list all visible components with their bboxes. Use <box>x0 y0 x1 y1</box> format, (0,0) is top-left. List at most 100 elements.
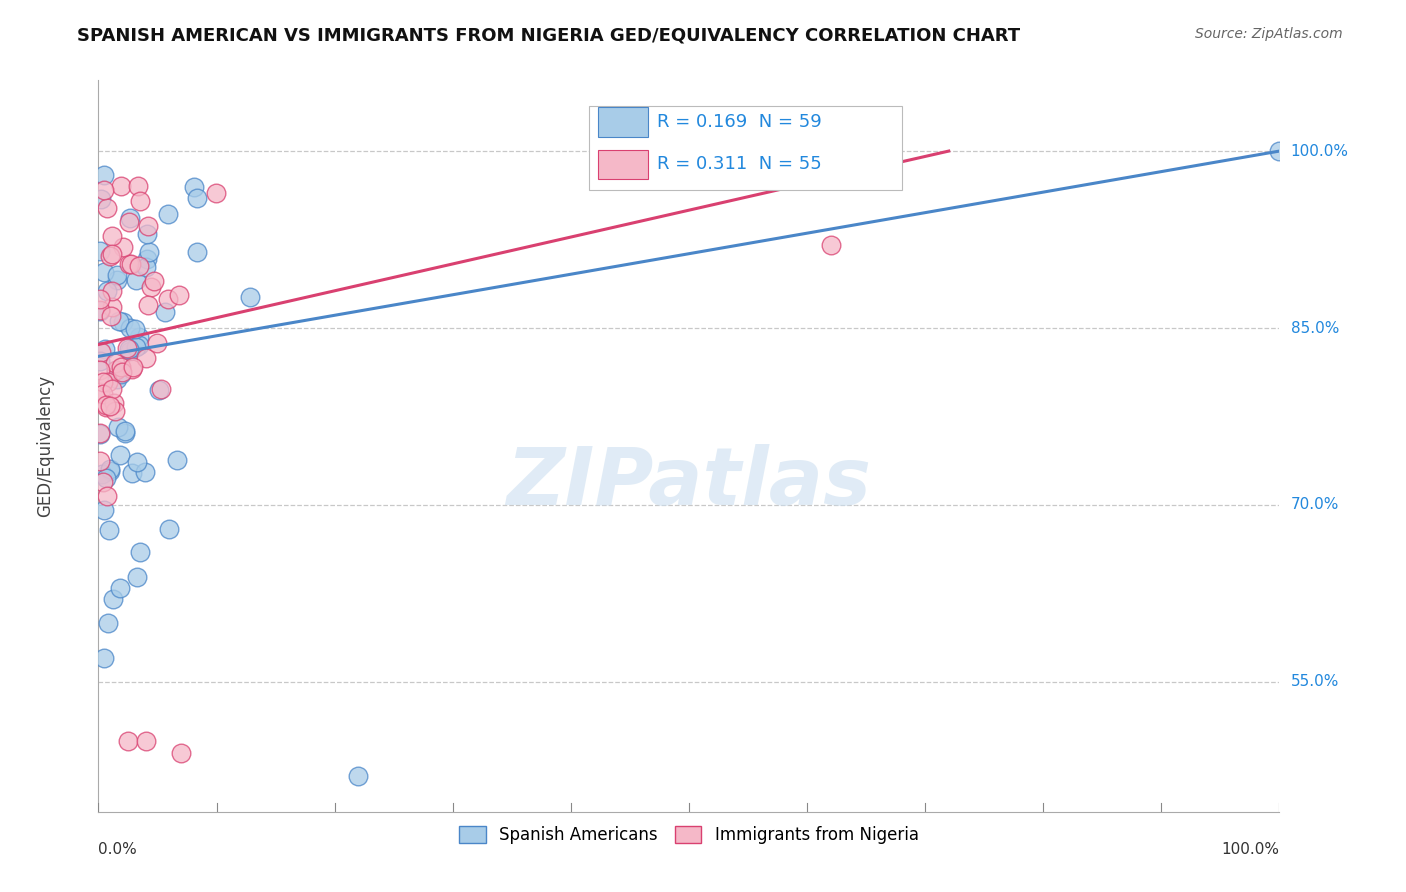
Point <box>111 365 134 379</box>
Point <box>101 284 124 298</box>
Point <box>112 315 135 329</box>
Point <box>105 273 128 287</box>
Point <box>91 375 114 389</box>
Point <box>93 183 115 197</box>
Point <box>105 268 128 282</box>
Text: R = 0.169  N = 59: R = 0.169 N = 59 <box>657 113 821 131</box>
Point <box>104 404 127 418</box>
Point <box>104 356 127 370</box>
Point <box>128 338 150 352</box>
Point <box>96 490 118 504</box>
Point <box>145 335 167 350</box>
Point <box>91 475 114 490</box>
Point <box>170 746 193 760</box>
Point <box>186 244 208 259</box>
FancyBboxPatch shape <box>598 150 648 179</box>
Point <box>118 343 141 358</box>
Point <box>138 219 160 234</box>
Point <box>93 264 115 278</box>
Point <box>136 227 159 241</box>
Point <box>121 467 143 481</box>
Point <box>136 298 159 312</box>
Point <box>125 273 148 287</box>
Point <box>117 341 139 355</box>
Point <box>128 545 150 559</box>
Point <box>103 395 125 409</box>
Text: 100.0%: 100.0% <box>1291 144 1348 159</box>
Point <box>183 179 205 194</box>
Point <box>135 734 157 748</box>
Point <box>96 202 118 216</box>
Point <box>114 426 136 441</box>
Point <box>157 522 180 536</box>
Point <box>98 400 121 414</box>
Point <box>125 570 148 584</box>
Point <box>124 322 146 336</box>
Point <box>166 453 188 467</box>
Point <box>105 372 128 386</box>
Point <box>104 363 127 377</box>
Point <box>135 351 157 365</box>
Point <box>118 257 141 271</box>
Point <box>138 244 160 259</box>
Point <box>135 260 157 275</box>
Point <box>153 305 176 319</box>
Point <box>96 400 118 414</box>
Point <box>114 424 136 438</box>
Point <box>101 300 124 314</box>
Point <box>128 329 150 343</box>
Point <box>117 734 139 748</box>
Point <box>93 503 115 517</box>
Point <box>238 290 260 304</box>
Point <box>110 448 132 462</box>
Point <box>94 343 117 357</box>
Point <box>110 359 132 374</box>
Point <box>93 651 115 665</box>
Point <box>98 462 121 476</box>
Point <box>120 257 142 271</box>
Point <box>89 244 111 258</box>
Point <box>149 382 172 396</box>
Text: 55.0%: 55.0% <box>1291 674 1339 690</box>
Point <box>125 340 148 354</box>
Point <box>89 425 111 440</box>
Point <box>97 523 120 537</box>
Point <box>90 344 112 359</box>
Point <box>118 211 141 225</box>
Point <box>128 194 150 208</box>
Text: 0.0%: 0.0% <box>98 842 138 857</box>
Point <box>101 382 124 396</box>
Point <box>205 186 228 200</box>
Point <box>820 238 842 252</box>
Text: R = 0.311  N = 55: R = 0.311 N = 55 <box>657 155 821 173</box>
Point <box>96 399 118 413</box>
Point <box>143 274 166 288</box>
Point <box>110 367 132 381</box>
Point <box>90 467 112 481</box>
Point <box>1268 144 1291 158</box>
Text: Source: ZipAtlas.com: Source: ZipAtlas.com <box>1195 27 1343 41</box>
Point <box>347 769 370 783</box>
Point <box>156 207 179 221</box>
Point <box>89 363 111 377</box>
Point <box>94 470 117 484</box>
Point <box>97 615 120 630</box>
Point <box>125 455 148 469</box>
Text: 70.0%: 70.0% <box>1291 498 1339 513</box>
FancyBboxPatch shape <box>598 107 648 136</box>
Text: GED/Equivalency: GED/Equivalency <box>37 375 55 517</box>
Point <box>93 386 115 401</box>
Point <box>134 465 156 479</box>
Point <box>167 288 190 302</box>
Point <box>100 309 122 323</box>
Point <box>121 361 143 376</box>
Point <box>89 304 111 318</box>
Point <box>97 375 120 389</box>
Point <box>100 247 122 261</box>
Point <box>118 321 141 335</box>
Point <box>186 191 208 205</box>
Point <box>89 354 111 368</box>
Point <box>111 240 134 254</box>
Point <box>101 229 124 244</box>
Point <box>128 260 150 274</box>
